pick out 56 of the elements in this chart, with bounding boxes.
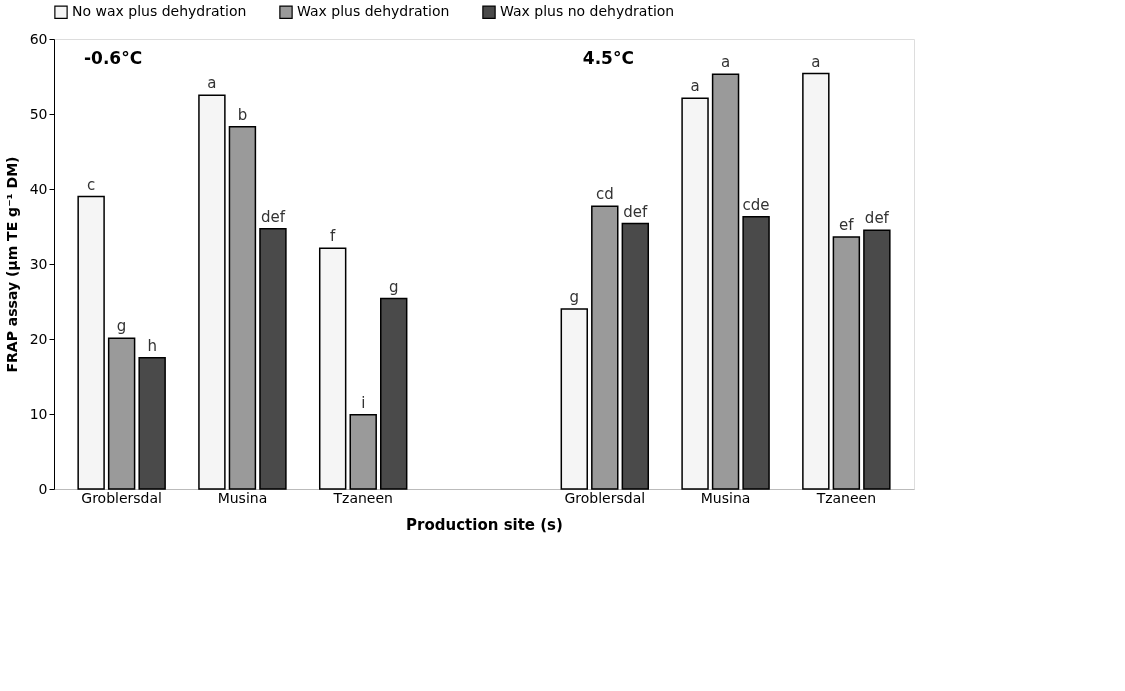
data-label: g [116,317,127,336]
bar [138,357,166,490]
bar [832,236,861,490]
x-axis-title: Production site (s) [406,515,563,534]
data-label: f [330,227,337,246]
y-tick-label: 10 [29,405,48,422]
y-tick-label: 20 [29,330,48,347]
data-label: a [811,52,821,71]
bar [380,297,408,490]
bar [77,195,105,490]
data-label: cde [742,195,770,214]
y-tick-label: 40 [29,180,48,197]
x-tick-label: Musina [217,489,268,506]
bar [863,229,891,490]
y-tick-label: 30 [29,255,48,272]
data-label: def [260,207,286,226]
legend-label: No wax plus dehydration [72,3,247,20]
bar [560,308,588,490]
x-tick-label: Groblersdal [564,489,646,506]
data-label: cd [595,185,614,204]
bar [259,228,287,490]
bar [198,94,226,490]
bar [742,216,770,490]
x-tick-label: Musina [700,489,751,506]
data-label: c [87,175,96,194]
bar [349,414,377,490]
bar [107,337,136,490]
bar [711,73,740,490]
y-tick-label: 0 [38,480,48,497]
bar [802,72,830,490]
data-label: g [569,288,580,306]
annotation: 4.5°C [582,48,634,68]
data-label: a [207,74,217,93]
data-label: def [864,209,890,228]
bar [591,205,619,490]
data-label: ef [839,216,855,234]
x-tick-label: Tzaneen [815,489,877,506]
bar [681,97,709,490]
y-tick-label: 50 [29,105,48,122]
data-label: a [690,77,700,96]
y-tick-label: 60 [29,30,48,47]
x-tick-label: Groblersdal [81,489,162,506]
y-axis-title: FRAP assay (µm TE g⁻¹ DM) [3,156,20,373]
legend-label: Wax plus no dehydration [500,3,675,20]
legend-label: Wax plus dehydration [297,3,450,20]
x-tick-label: Tzaneen [332,489,393,506]
annotation: -0.6°C [84,48,143,68]
data-label: g [388,277,399,296]
bar [228,126,257,490]
data-label: h [147,336,157,355]
bar [621,222,650,490]
data-label: b [237,105,248,124]
bar [318,247,347,490]
data-label: i [361,393,366,412]
data-label: def [623,202,649,221]
data-label: a [720,53,731,72]
